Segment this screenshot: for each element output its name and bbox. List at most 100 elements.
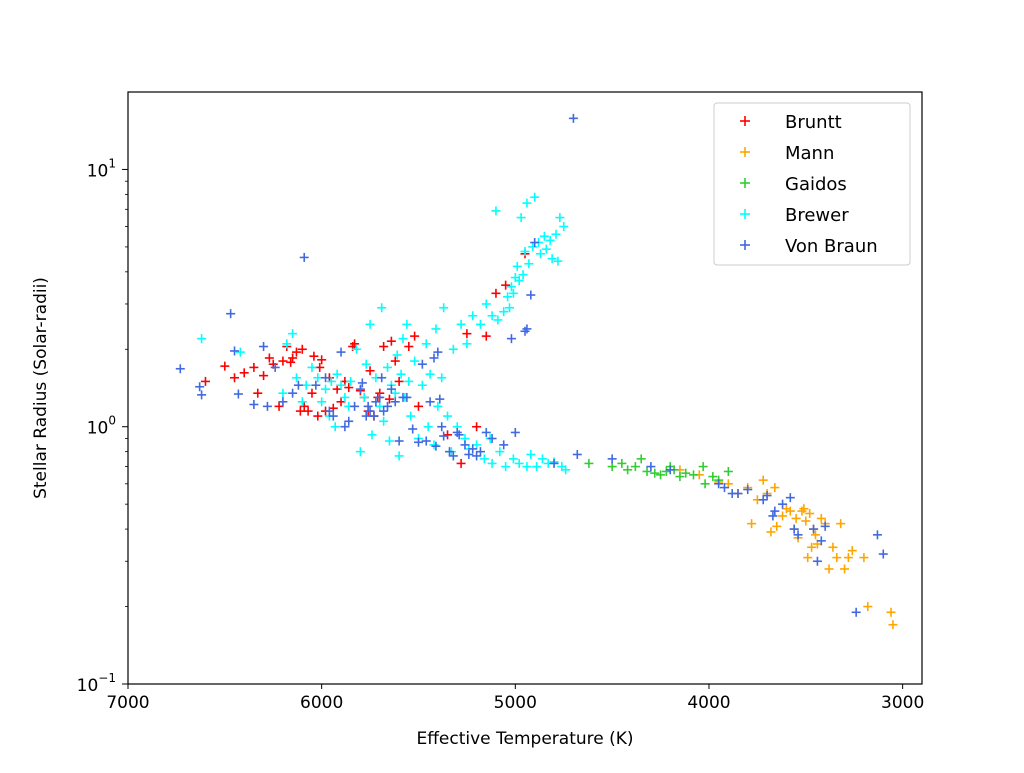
data-point (425, 397, 435, 407)
data-point (361, 359, 371, 369)
data-point (872, 530, 882, 540)
points-layer (175, 113, 898, 630)
data-point (508, 454, 518, 464)
data-point (361, 411, 371, 421)
data-point (379, 416, 389, 426)
legend-box (713, 102, 911, 266)
data-point (809, 524, 819, 534)
legend-label: Von Braun (785, 236, 878, 257)
data-point (421, 436, 431, 446)
data-point (607, 454, 617, 464)
data-point (278, 356, 288, 366)
data-point (299, 252, 309, 262)
plot-frame (127, 91, 923, 685)
data-point (282, 339, 292, 349)
data-point (816, 513, 826, 523)
data-point (413, 437, 423, 447)
data-point (714, 479, 724, 489)
data-point (288, 329, 298, 339)
y-tick-label: 101 (87, 156, 116, 181)
data-point (661, 466, 671, 476)
legend-label: Gaidos (785, 174, 847, 195)
data-point (288, 353, 298, 363)
data-point (528, 242, 538, 252)
data-point (778, 499, 788, 509)
data-point (475, 319, 485, 329)
data-point (462, 329, 472, 339)
data-point (530, 238, 540, 248)
data-point (462, 339, 472, 349)
data-point (390, 397, 400, 407)
data-point (443, 411, 453, 421)
data-point (758, 495, 768, 505)
data-point (460, 440, 470, 450)
data-point (377, 303, 387, 313)
data-point (299, 401, 309, 411)
legend-label: Bruntt (785, 112, 842, 133)
data-point (379, 406, 389, 416)
data-point (363, 401, 373, 411)
data-point (526, 290, 536, 300)
data-point (402, 319, 412, 329)
legend-marker (740, 178, 750, 188)
data-point (197, 390, 207, 400)
data-point (297, 344, 307, 354)
data-point (824, 564, 834, 574)
data-point (481, 427, 491, 437)
data-point (510, 427, 520, 437)
data-point (301, 380, 311, 390)
data-point (404, 342, 414, 352)
data-point (514, 458, 524, 468)
data-point (262, 401, 272, 411)
data-point (429, 353, 439, 363)
data-point (506, 282, 516, 292)
x-tick-label: 6000 (300, 693, 343, 713)
data-point (555, 213, 565, 223)
data-point (309, 351, 319, 361)
data-point (443, 430, 453, 440)
data-point (315, 362, 325, 372)
data-point (386, 384, 396, 394)
data-point (439, 303, 449, 313)
data-point (435, 394, 445, 404)
data-point (623, 465, 633, 475)
data-point (472, 451, 482, 461)
data-point (444, 447, 454, 457)
legend-label: Brewer (785, 205, 849, 226)
data-point (398, 334, 408, 344)
data-point (568, 113, 578, 123)
data-point (359, 392, 369, 402)
legend-label: Mann (785, 143, 834, 164)
data-point (768, 511, 778, 521)
data-point (328, 411, 338, 421)
y-tick-label: 100 (87, 414, 116, 439)
data-point (394, 376, 404, 386)
data-point (336, 347, 346, 357)
data-point (253, 388, 263, 398)
x-tick-label: 7000 (106, 693, 149, 713)
data-point (541, 244, 551, 254)
data-point (324, 406, 334, 416)
data-point (743, 485, 753, 495)
data-point (503, 292, 513, 302)
data-point (559, 222, 569, 232)
data-point (431, 324, 441, 334)
data-point (733, 489, 743, 499)
data-point (549, 458, 559, 468)
data-point (437, 422, 447, 432)
data-point (336, 380, 346, 390)
data-point (472, 422, 482, 432)
data-point (200, 376, 210, 386)
data-point (355, 384, 365, 394)
data-point (537, 454, 547, 464)
data-point (747, 519, 757, 529)
data-point (367, 430, 377, 440)
data-point (766, 527, 776, 537)
data-point (344, 383, 354, 393)
data-point (454, 430, 464, 440)
data-point (793, 530, 803, 540)
data-point (369, 411, 379, 421)
data-point (456, 319, 466, 329)
data-point (332, 369, 342, 379)
data-point (530, 192, 540, 202)
